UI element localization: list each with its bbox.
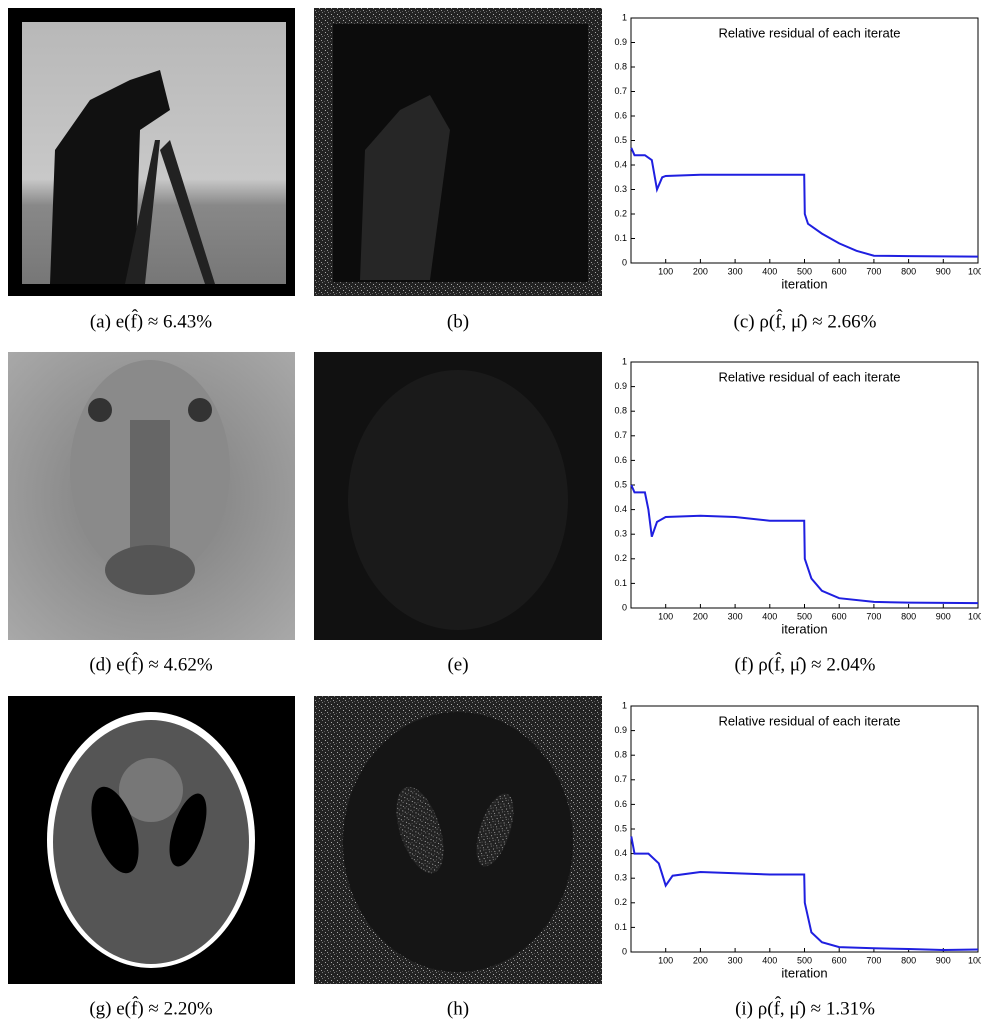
x-tick-label: 500	[797, 266, 812, 276]
y-tick-label: 0.9	[614, 725, 627, 735]
x-tick-label: 300	[728, 266, 743, 276]
y-tick-label: 0.1	[614, 233, 627, 243]
x-tick-label: 1000	[968, 266, 981, 276]
y-tick-label: 0.2	[614, 553, 627, 563]
x-tick-label: 200	[693, 266, 708, 276]
y-tick-label: 0.1	[614, 578, 627, 588]
x-tick-label: 300	[728, 611, 743, 621]
y-tick-label: 0.3	[614, 873, 627, 883]
image-g	[8, 696, 295, 984]
x-tick-label: 600	[832, 266, 847, 276]
caption: (d) e(f̂) ≈ 4.62%	[89, 653, 212, 676]
x-tick-label: 200	[693, 955, 708, 965]
caption: (i) ρ(f̂, μ̂) ≈ 1.31%	[735, 997, 875, 1020]
caption: (f) ρ(f̂, μ̂) ≈ 2.04%	[735, 653, 876, 676]
y-tick-label: 0.9	[614, 37, 627, 47]
x-tick-label: 800	[901, 611, 916, 621]
y-tick-label: 0.2	[614, 208, 627, 218]
figure: (a) e(f̂) ≈ 6.43% (b) (c) ρ(f̂, μ̂) ≈ 2.66…	[0, 0, 981, 1025]
y-tick-label: 0.7	[614, 774, 627, 784]
x-tick-label: 1000	[968, 955, 981, 965]
x-tick-label: 100	[658, 611, 673, 621]
x-tick-label: 100	[658, 955, 673, 965]
image-b	[314, 8, 602, 296]
y-tick-label: 0.6	[614, 799, 627, 809]
y-tick-label: 0	[622, 602, 627, 612]
x-axis-label: iteration	[781, 965, 827, 980]
x-axis-label: iteration	[781, 621, 827, 636]
plot-area	[631, 706, 978, 952]
y-tick-label: 0.4	[614, 159, 627, 169]
x-tick-label: 200	[693, 611, 708, 621]
y-tick-label: 1	[622, 700, 627, 710]
y-tick-label: 0.8	[614, 406, 627, 416]
x-tick-label: 400	[762, 611, 777, 621]
caption: (a) e(f̂) ≈ 6.43%	[90, 310, 212, 333]
x-tick-label: 900	[936, 266, 951, 276]
x-tick-label: 500	[797, 955, 812, 965]
x-tick-label: 700	[866, 611, 881, 621]
y-tick-label: 0.5	[614, 479, 627, 489]
caption: (h)	[447, 998, 469, 1019]
caption: (c) ρ(f̂, μ̂) ≈ 2.66%	[734, 310, 877, 333]
y-tick-label: 0.7	[614, 86, 627, 96]
y-tick-label: 0	[622, 257, 627, 267]
image-a	[8, 8, 295, 296]
y-tick-label: 0.5	[614, 823, 627, 833]
y-tick-label: 0.4	[614, 504, 627, 514]
x-tick-label: 700	[866, 266, 881, 276]
y-tick-label: 1	[622, 12, 627, 22]
y-tick-label: 0	[622, 946, 627, 956]
x-axis-label: iteration	[781, 276, 827, 291]
y-tick-label: 0.9	[614, 381, 627, 391]
x-tick-label: 1000	[968, 611, 981, 621]
annotation: Relative residual of each iterate	[718, 369, 900, 384]
x-tick-label: 600	[832, 611, 847, 621]
x-tick-label: 500	[797, 611, 812, 621]
y-tick-label: 0.3	[614, 529, 627, 539]
y-tick-label: 0.6	[614, 455, 627, 465]
caption: (e)	[447, 654, 468, 675]
y-tick-label: 0.7	[614, 430, 627, 440]
image-d	[8, 352, 295, 640]
y-tick-label: 0.4	[614, 848, 627, 858]
image-e	[314, 352, 602, 640]
x-tick-label: 100	[658, 266, 673, 276]
plot-area	[631, 362, 978, 608]
y-tick-label: 0.2	[614, 897, 627, 907]
y-tick-label: 0.8	[614, 61, 627, 71]
x-tick-label: 700	[866, 955, 881, 965]
image-h	[314, 696, 602, 984]
y-tick-label: 0.6	[614, 110, 627, 120]
annotation: Relative residual of each iterate	[718, 25, 900, 40]
y-tick-label: 0.5	[614, 135, 627, 145]
plot-area	[631, 18, 978, 263]
y-tick-label: 0.8	[614, 750, 627, 760]
x-tick-label: 600	[832, 955, 847, 965]
x-tick-label: 900	[936, 955, 951, 965]
x-tick-label: 300	[728, 955, 743, 965]
y-tick-label: 0.1	[614, 922, 627, 932]
x-tick-label: 400	[762, 955, 777, 965]
y-tick-label: 1	[622, 356, 627, 366]
caption: (b)	[447, 311, 469, 332]
x-tick-label: 800	[901, 266, 916, 276]
x-tick-label: 800	[901, 955, 916, 965]
annotation: Relative residual of each iterate	[718, 713, 900, 728]
x-tick-label: 900	[936, 611, 951, 621]
x-tick-label: 400	[762, 266, 777, 276]
y-tick-label: 0.3	[614, 184, 627, 194]
caption: (g) e(f̂) ≈ 2.20%	[89, 997, 212, 1020]
